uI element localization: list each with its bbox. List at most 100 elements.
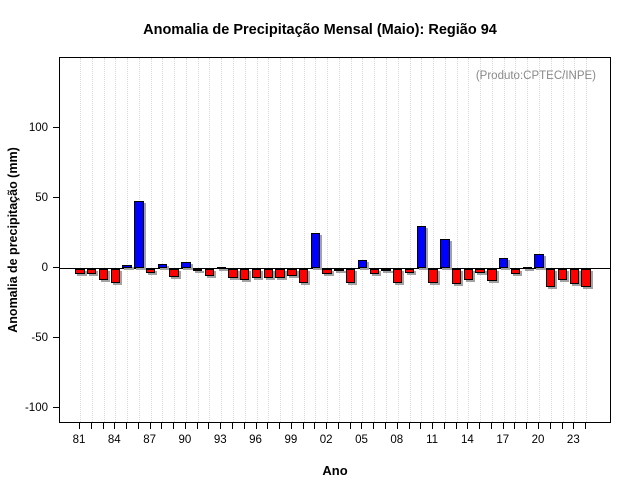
bar-2001 bbox=[310, 233, 321, 268]
x-tick bbox=[196, 423, 198, 429]
x-tick bbox=[267, 423, 269, 429]
x-tick bbox=[184, 423, 186, 429]
bar-1999 bbox=[287, 268, 297, 276]
year-gridline bbox=[244, 58, 246, 422]
year-gridline bbox=[150, 58, 152, 422]
year-gridline bbox=[197, 58, 199, 422]
x-axis-title: Ano bbox=[322, 463, 348, 478]
year-gridline bbox=[256, 58, 258, 422]
x-tick bbox=[232, 423, 233, 429]
x-tick-label: 20 bbox=[531, 434, 545, 446]
x-tick-label: 05 bbox=[355, 434, 368, 446]
x-tick bbox=[220, 423, 222, 429]
year-gridline bbox=[574, 58, 576, 422]
x-tick bbox=[502, 423, 504, 429]
x-tick bbox=[79, 423, 80, 429]
x-tick bbox=[173, 423, 175, 429]
bar-2023 bbox=[569, 268, 580, 284]
year-gridline bbox=[433, 58, 435, 422]
x-tick bbox=[585, 423, 587, 429]
y-tick-label: -50 bbox=[31, 331, 48, 344]
year-gridline bbox=[280, 58, 282, 422]
bar-1983 bbox=[98, 268, 109, 280]
bar-2020 bbox=[534, 254, 544, 268]
x-tick bbox=[255, 423, 257, 429]
x-tick bbox=[302, 423, 304, 429]
x-tick-label: 17 bbox=[496, 434, 510, 446]
bar-2007 bbox=[381, 268, 391, 272]
year-gridline bbox=[480, 58, 482, 422]
bar-2000 bbox=[298, 268, 309, 283]
zero-line bbox=[60, 267, 610, 269]
bar-1982 bbox=[87, 268, 97, 275]
y-tick bbox=[53, 127, 59, 128]
x-tick bbox=[573, 423, 575, 429]
bar-1998 bbox=[275, 268, 285, 279]
x-tick bbox=[102, 423, 104, 429]
year-gridline bbox=[491, 58, 493, 422]
x-tick bbox=[479, 423, 481, 429]
year-gridline bbox=[550, 58, 552, 422]
year-gridline bbox=[397, 58, 399, 422]
year-gridline bbox=[374, 58, 376, 422]
bar-2018 bbox=[510, 268, 521, 275]
x-tick bbox=[337, 423, 339, 429]
x-tick bbox=[208, 423, 210, 429]
x-tick bbox=[373, 423, 375, 429]
year-gridline bbox=[303, 58, 305, 422]
year-gridline bbox=[174, 58, 176, 422]
x-tick bbox=[114, 423, 116, 429]
year-gridline bbox=[162, 58, 164, 422]
year-gridline bbox=[409, 58, 411, 422]
bar-1997 bbox=[263, 268, 273, 279]
bar-2008 bbox=[393, 268, 403, 283]
bar-2006 bbox=[369, 268, 379, 275]
bar-2013 bbox=[451, 268, 462, 284]
x-tick bbox=[455, 423, 457, 429]
year-gridline bbox=[221, 58, 223, 422]
x-tick bbox=[420, 423, 422, 429]
x-tick bbox=[538, 423, 540, 429]
bar-2015 bbox=[475, 268, 485, 273]
x-tick-label: 96 bbox=[249, 434, 262, 446]
x-tick-label: 23 bbox=[566, 434, 580, 446]
year-gridline bbox=[562, 58, 564, 422]
x-tick bbox=[90, 423, 92, 429]
x-tick bbox=[279, 423, 281, 429]
bar-1984 bbox=[110, 268, 120, 283]
y-tick-label: 0 bbox=[41, 261, 48, 274]
bar-2003 bbox=[334, 268, 344, 272]
year-gridline bbox=[103, 58, 105, 422]
x-tick-label: 02 bbox=[319, 434, 333, 446]
year-gridline bbox=[209, 58, 211, 422]
bar-1986 bbox=[134, 200, 144, 268]
y-tick bbox=[53, 267, 59, 268]
year-gridline bbox=[185, 58, 187, 422]
y-tick bbox=[53, 337, 59, 338]
year-gridline bbox=[115, 58, 117, 422]
x-tick bbox=[314, 423, 316, 429]
x-tick-label: 99 bbox=[284, 434, 298, 446]
x-tick bbox=[443, 423, 445, 429]
x-tick bbox=[490, 423, 492, 429]
bar-2004 bbox=[346, 268, 356, 283]
y-tick-label: 100 bbox=[28, 121, 48, 134]
y-tick-label: 50 bbox=[35, 191, 48, 204]
year-gridline bbox=[468, 58, 470, 422]
x-tick-label: 08 bbox=[390, 434, 404, 446]
year-gridline bbox=[503, 58, 505, 422]
x-tick bbox=[549, 423, 551, 429]
x-tick bbox=[408, 423, 410, 429]
bar-2017 bbox=[499, 258, 509, 268]
bar-2012 bbox=[440, 238, 450, 268]
x-tick bbox=[161, 423, 163, 429]
bar-2024 bbox=[581, 268, 591, 287]
x-tick bbox=[514, 423, 516, 429]
x-tick-label: 84 bbox=[107, 434, 121, 446]
x-tick bbox=[137, 423, 139, 429]
x-tick bbox=[432, 423, 434, 429]
year-gridline bbox=[515, 58, 517, 422]
bar-1990 bbox=[181, 262, 191, 268]
year-gridline bbox=[91, 58, 93, 422]
